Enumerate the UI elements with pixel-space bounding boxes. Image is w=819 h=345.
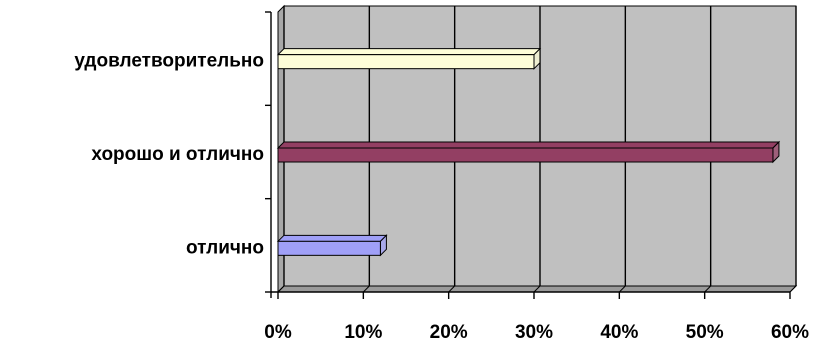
- x-tick-label: 30%: [515, 322, 553, 343]
- floor-gridline: [618, 285, 626, 293]
- x-tick-label: 50%: [686, 322, 724, 343]
- category-labels: отлично хорошо и отлично удовлетворительно: [74, 51, 264, 259]
- bar: [276, 47, 542, 70]
- bar-front: [277, 240, 381, 256]
- category-label: удовлетворительно: [74, 51, 264, 72]
- x-tick-label: 10%: [344, 322, 382, 343]
- floor-gridline: [533, 285, 541, 293]
- category-label: хорошо и отлично: [91, 144, 264, 165]
- floor-gridline: [704, 285, 712, 293]
- bars: [276, 47, 781, 257]
- tick-labels: 0% 10% 20% 30% 40% 50% 60%: [264, 322, 809, 343]
- axes: [265, 11, 791, 299]
- bar-front: [277, 147, 774, 163]
- floor-gridline: [448, 285, 456, 293]
- floor-gridline: [277, 285, 285, 293]
- floor-gridline: [789, 285, 797, 293]
- x-tick-label: 60%: [771, 322, 809, 343]
- bar-top: [276, 141, 781, 149]
- bar-top: [276, 234, 388, 242]
- x-tick-label: 0%: [264, 322, 292, 343]
- bar-front: [277, 54, 535, 70]
- bar: [276, 140, 781, 164]
- category-label: отлично: [186, 237, 264, 258]
- bar: [276, 234, 388, 257]
- bar-top: [276, 48, 542, 56]
- x-tick-label: 40%: [600, 322, 638, 343]
- floor-gridline: [362, 285, 370, 293]
- x-tick-label: 20%: [430, 322, 468, 343]
